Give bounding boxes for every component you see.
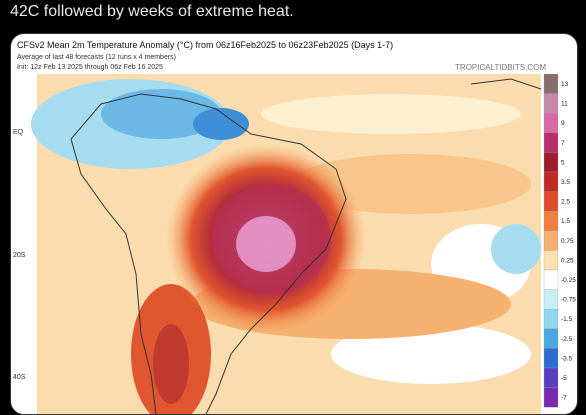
colorbar-segment xyxy=(543,230,559,251)
map-image: CFSv2 Mean 2m Temperature Anomaly (°C) f… xyxy=(13,40,576,414)
latitude-label: 40S xyxy=(13,374,26,381)
colorbar-label: -0.75 xyxy=(561,297,576,304)
colorbar-segment xyxy=(543,387,559,408)
colorbar-label: 3.5 xyxy=(561,179,570,186)
map-field xyxy=(31,74,541,414)
colorbar-label: -3.5 xyxy=(561,355,573,362)
colorbar-label: -7 xyxy=(561,395,567,402)
colorbar-segment xyxy=(543,93,559,114)
colorbar-segment xyxy=(543,113,559,133)
colorbar-label: 0.75 xyxy=(561,238,574,245)
colorbar-label: -2.5 xyxy=(561,336,573,343)
colorbar-label: 13 xyxy=(561,81,569,88)
colorbar-label: -5 xyxy=(561,375,567,382)
colorbar-label: 9 xyxy=(561,120,565,127)
latitude-label: EQ xyxy=(13,129,24,136)
colorbar-segment xyxy=(543,191,559,212)
africa-coast xyxy=(470,78,542,90)
colorbar-segment xyxy=(543,348,559,369)
colorbar-segment xyxy=(543,171,559,192)
post-image[interactable]: CFSv2 Mean 2m Temperature Anomaly (°C) f… xyxy=(10,33,578,415)
page: {"post": {"text": "42C followed by weeks… xyxy=(10,3,578,415)
colorbar-segment xyxy=(543,367,559,388)
colorbar-label: 2.5 xyxy=(561,199,570,206)
colorbar-segment xyxy=(543,309,559,329)
colorbar-label: 7 xyxy=(561,140,565,147)
colorbar-label: 1.5 xyxy=(561,218,570,225)
latitude-labels: EQ 20S 40S xyxy=(13,129,26,381)
post-text: 42C followed by weeks of extreme heat. xyxy=(10,3,294,20)
colorbar-label: 5 xyxy=(561,159,565,166)
colorbar-label: 11 xyxy=(561,101,568,108)
coastline xyxy=(70,93,347,414)
colorbar-segment xyxy=(543,73,559,94)
colorbar-segment xyxy=(543,289,559,310)
map-source: TROPICALTIDBITS.COM xyxy=(455,63,546,72)
colorbar-label: 0.25 xyxy=(561,257,574,264)
colorbar-label: -1.5 xyxy=(561,316,573,323)
colorbar-segment xyxy=(543,211,559,231)
latitude-label: 20S xyxy=(13,252,26,259)
colorbar-segment xyxy=(543,269,559,290)
colorbar-segment xyxy=(543,250,559,271)
map-init: Init: 12z Feb 13 2025 through 06z Feb 16… xyxy=(17,64,163,71)
colorbar: 13 11 9 7 5 3.5 2.5 1.5 0.75 0.25 -0.25 -0.75 -1.5 -2… xyxy=(543,73,576,408)
map-subtitle: Average of last 48 forecasts (12 runs x … xyxy=(17,54,176,61)
colorbar-segment xyxy=(543,152,559,173)
colorbar-label: -0.25 xyxy=(561,277,576,284)
colorbar-segment xyxy=(543,132,559,153)
map-title: CFSv2 Mean 2m Temperature Anomaly (°C) f… xyxy=(17,40,393,50)
colorbar-segment xyxy=(543,328,559,349)
